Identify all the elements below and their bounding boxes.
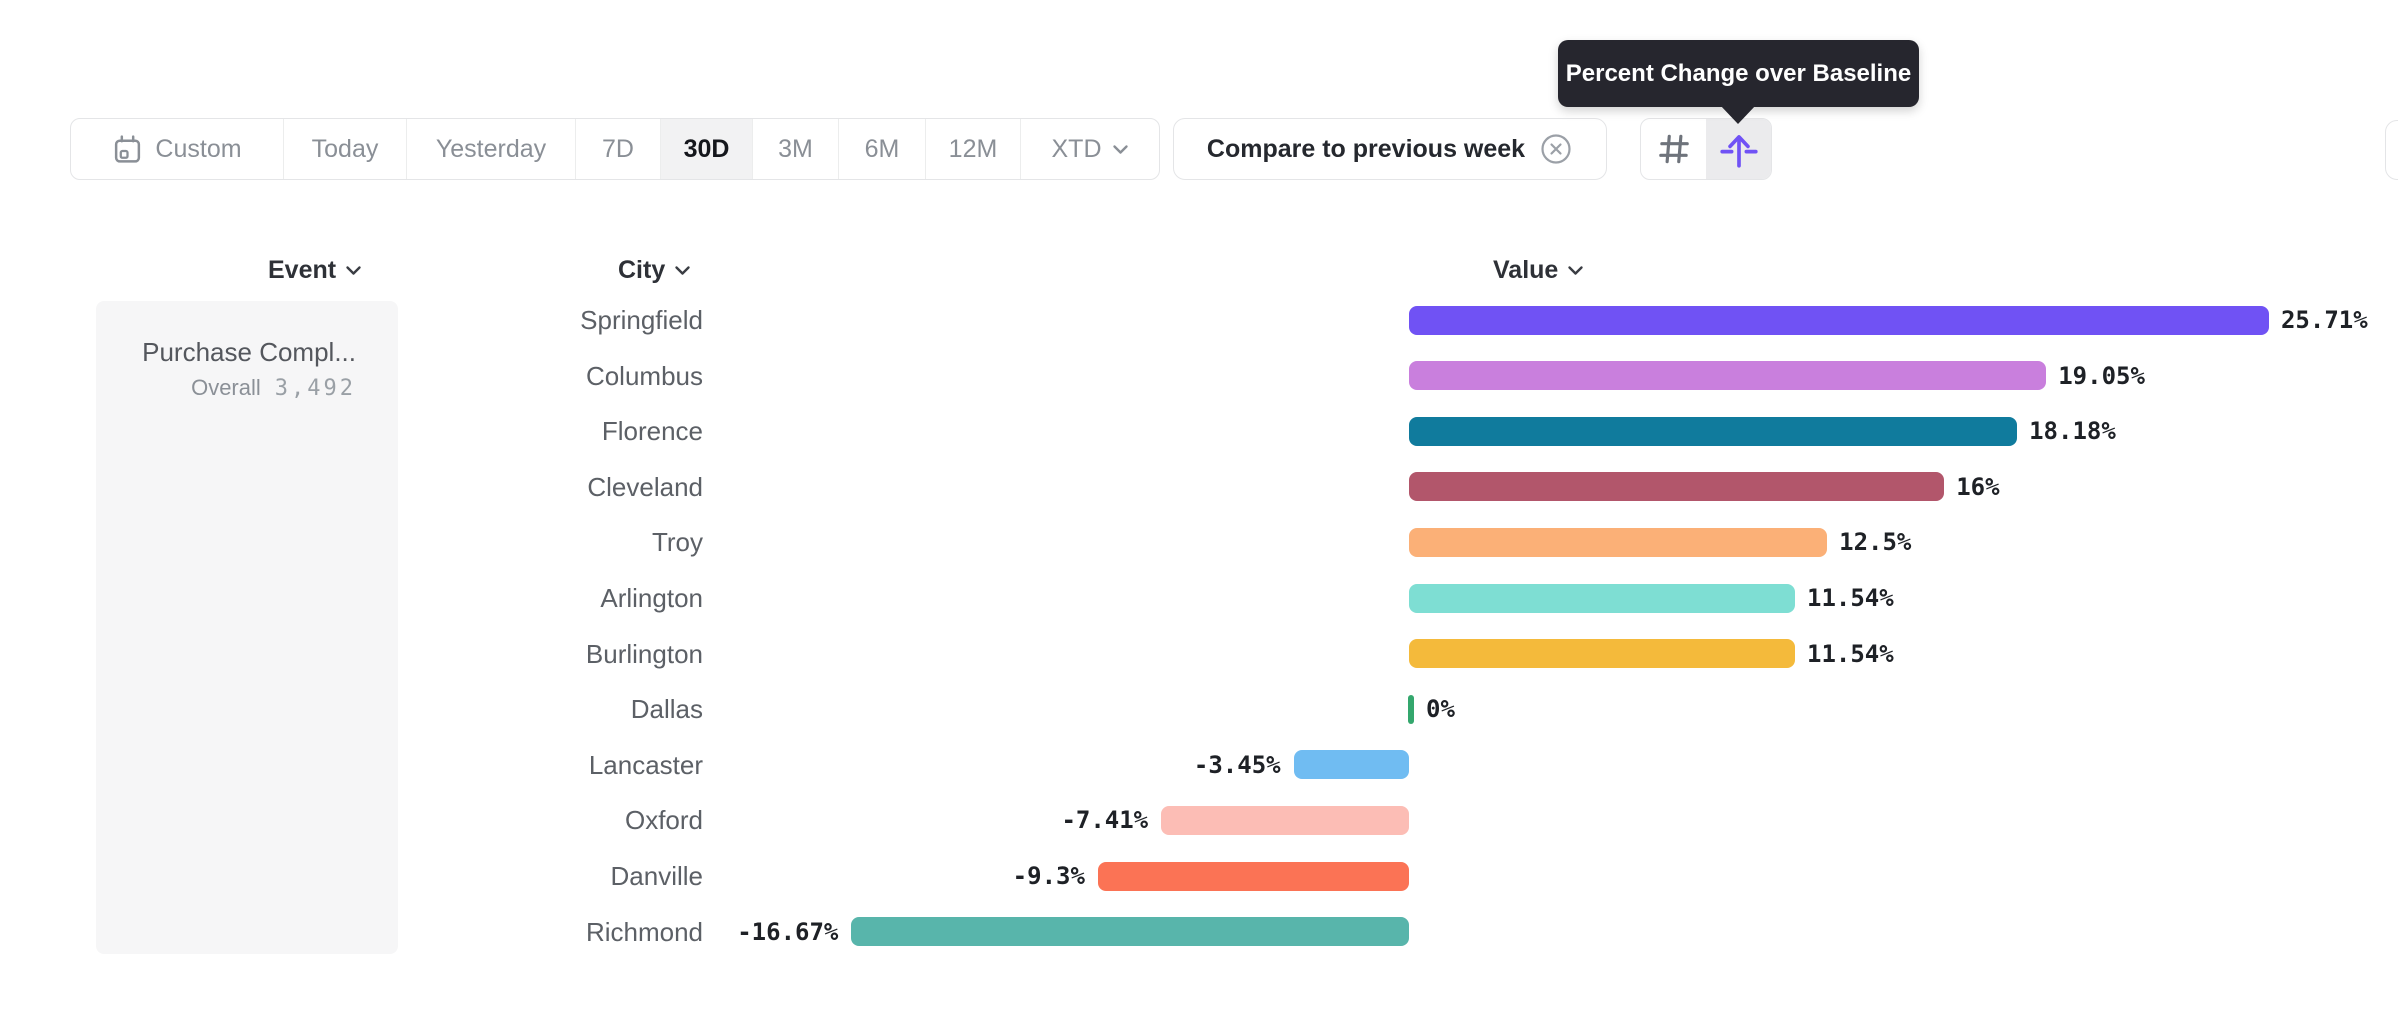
date-range-label: XTD [1051,134,1102,163]
date-range-label: 3M [778,134,813,163]
column-header-value[interactable]: Value [1493,250,1584,290]
city-label-burlington: Burlington [585,638,703,669]
bar-value-richmond: -16.67% [737,917,839,946]
column-header-city-label: City [618,255,666,284]
bar-lancaster[interactable] [1293,750,1409,780]
city-label-florence: Florence [601,416,703,447]
date-range-xtd[interactable]: XTD [1021,119,1159,179]
city-label-columbus: Columbus [585,360,703,391]
bar-troy[interactable] [1409,527,1828,557]
event-overall: Overall 3,492 [191,375,356,401]
bar-arlington[interactable] [1409,583,1795,613]
bar-value-cleveland: 16% [1956,472,2000,501]
date-range-6m[interactable]: 6M [839,119,926,179]
bar-value-springfield: 25.71% [2280,306,2368,334]
chevron-down-icon [1112,144,1129,155]
chevron-down-icon [674,265,691,276]
date-range-custom[interactable]: Custom [71,119,284,179]
city-label-dallas: Dallas [630,694,703,725]
overall-value: 3,492 [274,376,356,401]
calendar-icon [112,134,143,165]
bar-value-dallas: 0% [1426,695,1455,724]
bar-columbus[interactable] [1409,361,2047,391]
chevron-down-icon [1567,265,1584,276]
column-header-value-label: Value [1493,255,1559,284]
city-label-richmond: Richmond [585,916,703,947]
tooltip-caret [1720,105,1756,124]
overall-label: Overall [191,375,261,400]
date-range-label: Custom [155,134,242,163]
date-range-12m[interactable]: 12M [926,119,1021,179]
bar-value-lancaster: -3.45% [1193,750,1281,779]
bar-value-arlington: 11.54% [1807,584,1894,612]
column-header-event-label: Event [268,255,337,284]
city-label-cleveland: Cleveland [587,471,703,502]
column-header-city[interactable]: City [618,250,691,290]
tooltip-text: Percent Change over Baseline [1565,59,1912,87]
city-label-springfield: Springfield [580,305,703,335]
bar-oxford[interactable] [1161,805,1409,835]
date-range-label: 30D [683,134,730,163]
circle-x-icon[interactable] [1539,132,1573,166]
date-range-30d[interactable]: 30D [661,119,753,179]
date-range-today[interactable]: Today [284,119,407,179]
bar-value-oxford: -7.41% [1061,806,1149,835]
event-name: Purchase Compl... [142,337,356,367]
bar-danville[interactable] [1097,861,1409,891]
date-range-label: 6M [864,134,900,163]
city-label-lancaster: Lancaster [588,749,703,780]
city-label-troy: Troy [651,527,703,558]
date-range-7d[interactable]: 7D [576,119,661,179]
hash-icon [1655,130,1693,168]
bar-value-danville: -9.3% [1012,862,1085,890]
chart-mode-group [1640,118,1772,180]
percent-change-baseline-icon [1718,128,1760,170]
bar-dallas[interactable] [1408,694,1414,724]
bar-cleveland[interactable] [1409,472,1945,502]
compare-button[interactable]: Compare to previous week [1173,118,1607,180]
percent-change-baseline-button[interactable] [1706,119,1771,179]
date-range-yesterday[interactable]: Yesterday [407,119,576,179]
date-range-label: Yesterday [435,134,547,163]
tooltip: Percent Change over Baseline [1558,40,1919,107]
column-header-event[interactable]: Event [268,250,362,290]
chevron-down-icon [345,265,362,276]
city-label-oxford: Oxford [624,805,703,836]
city-label-danville: Danville [610,861,704,891]
event-panel[interactable]: Purchase Compl... Overall 3,492 [96,301,398,954]
date-range-label: 7D [602,134,634,163]
bar-value-florence: 18.18% [2029,417,2116,446]
bar-value-troy: 12.5% [1839,528,1912,557]
bar-burlington[interactable] [1409,639,1795,669]
bar-springfield[interactable] [1409,305,2269,335]
date-range-3m[interactable]: 3M [753,119,839,179]
bar-florence[interactable] [1409,416,2018,446]
numeric-values-button[interactable] [1641,119,1706,179]
bar-richmond[interactable] [851,917,1409,947]
date-range-label: 12M [948,134,998,163]
bar-value-columbus: 19.05% [2058,361,2145,390]
date-range-group: Custom Today Yesterday 7D 30D 3M 6M 12M XTD [70,118,1160,180]
bar-value-burlington: 11.54% [1807,639,1894,668]
compare-label: Compare to previous week [1206,134,1526,163]
city-label-arlington: Arlington [600,583,703,613]
date-range-label: Today [311,134,379,163]
